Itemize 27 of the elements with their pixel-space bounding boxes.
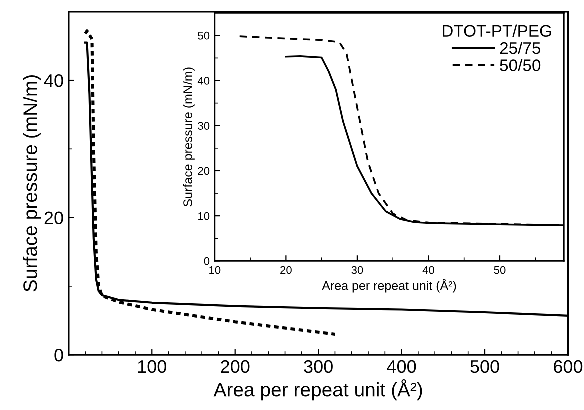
x-tick-label: 400 [387,360,416,374]
y-axis-title: Surface pressure (mN/m) [23,76,42,292]
x-tick-label: 30 [352,266,364,274]
y-tick-label: 0 [204,257,210,266]
x-tick-label: 600 [554,360,583,374]
x-axis-title: Area per repeat unit (Å²) [214,380,422,401]
x-tick-label: 100 [138,360,166,374]
x-tick-label: 50 [494,266,506,274]
x-tick-label: 40 [422,266,434,274]
x-tick-label: 10 [210,266,221,274]
y-tick-label: 0 [54,348,64,362]
x-tick-label: 20 [280,266,292,274]
y-tick-label: 10 [198,212,210,220]
legend-label: 50/50 [500,59,541,72]
y-tick-label: 20 [44,212,64,225]
legend-label: 25/75 [500,42,541,54]
x-tick-label: 300 [304,360,333,374]
y-tick-label: 50 [198,32,210,40]
y-tick-label: 40 [44,74,64,88]
legend-title: DTOT-PT/PEG [443,24,552,38]
x-tick-label: 500 [470,360,500,374]
y-tick-label: 20 [198,167,210,176]
y-axis-title: Surface pressure (mN/m) [183,68,195,207]
x-tick-label: 200 [221,360,250,374]
x-axis-title: Area per repeat unit (Å²) [322,279,456,293]
y-tick-label: 40 [198,77,210,85]
y-tick-label: 30 [198,122,210,130]
